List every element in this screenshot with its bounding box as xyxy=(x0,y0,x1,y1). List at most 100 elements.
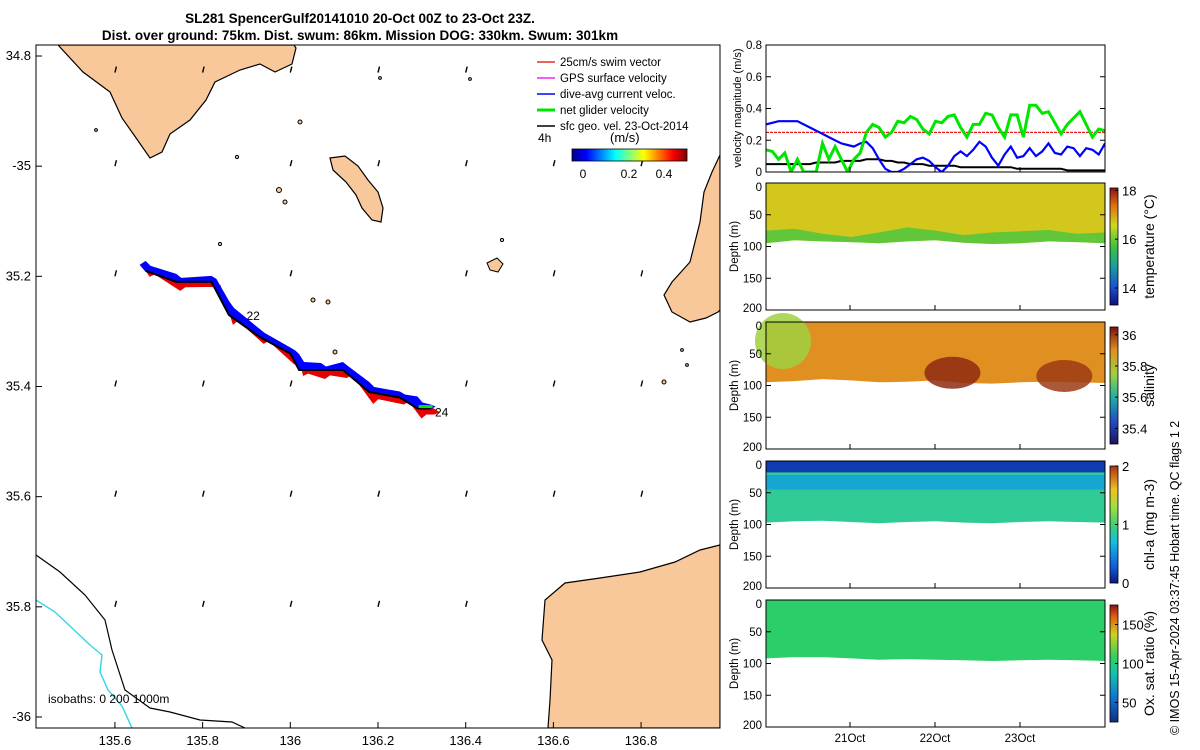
section-ylabel: Depth (m) xyxy=(729,499,741,550)
geo-vector-arrow xyxy=(201,380,205,387)
section-y-tick-label: 150 xyxy=(743,551,762,563)
chart-title-line1: SL281 SpencerGulf20141010 20-Oct 00Z to … xyxy=(185,11,535,26)
section-y-tick-label: 0 xyxy=(756,182,762,194)
colorbar-tick-label: 150 xyxy=(1122,618,1144,633)
island-land xyxy=(329,155,384,223)
map-colorbar-tick-1: 0.2 xyxy=(621,167,638,181)
section-y-tick-label: 100 xyxy=(743,242,762,254)
geo-vector-arrow xyxy=(289,380,293,387)
map-y-tick-label: 35.4 xyxy=(6,379,31,394)
map-y-tick-label: -35 xyxy=(12,158,31,173)
legend-swim-label: 25cm/s swim vector xyxy=(560,57,661,69)
chlorophyll-transition-layer xyxy=(766,474,1105,490)
glider-track-line xyxy=(145,269,431,410)
chlorophyll-surface-layer xyxy=(766,461,1105,473)
geo-vector-arrow xyxy=(114,600,118,607)
legend-interval-label: 4h xyxy=(538,131,551,145)
colorbar-tick-label: 2 xyxy=(1122,459,1129,474)
colorbar-tick-label: 36 xyxy=(1122,328,1136,343)
geo-vector-arrow xyxy=(201,66,205,73)
section-y-tick-label: 150 xyxy=(743,412,762,424)
geo-vector-arrow xyxy=(377,160,381,167)
colorbar-tick-label: 35.6 xyxy=(1122,390,1147,405)
temperature-section: 0 50 100 150 200 Depth (m) 14 16 18 temperature (… xyxy=(729,182,1157,315)
section-ylabel: Depth (m) xyxy=(729,638,741,689)
islet-land xyxy=(486,257,504,273)
section-ylabel: Depth (m) xyxy=(729,360,741,411)
section-y-tick-label: 100 xyxy=(743,520,762,532)
chlorophyll-section: 0 50 100 150 200 Depth (m) 0 1 2 chl-a (mg m-3) xyxy=(729,459,1157,593)
section-y-tick-label: 100 xyxy=(743,381,762,393)
chart-title-line2: Dist. over ground: 75km. Dist. swum: 86k… xyxy=(101,28,619,43)
date-tick-label: 22Oct xyxy=(920,733,951,745)
map-y-tick-label: -36 xyxy=(12,709,31,724)
map-y-tick-label: 35.2 xyxy=(6,268,31,283)
geo-vector-arrow xyxy=(114,380,118,387)
geo-vector-arrow xyxy=(640,270,644,277)
map-y-ticks: 34.8 -35 35.2 35.4 35.6 35.8 -36 xyxy=(6,48,42,724)
geo-vector-arrow xyxy=(552,160,556,167)
colorbar-tick-label: 100 xyxy=(1122,657,1144,672)
velocity-panel: 0 0.2 0.4 0.6 0.8 velocity magnitude (m/s) xyxy=(732,40,1106,179)
geo-vector-arrow xyxy=(114,66,118,73)
geo-vector-arrow xyxy=(640,490,644,497)
geo-vector-arrow xyxy=(552,380,556,387)
colorbar-tick-label: 14 xyxy=(1122,281,1136,296)
geo-vector-arrow xyxy=(640,380,644,387)
map-land xyxy=(36,45,720,728)
geo-vector-arrow xyxy=(289,600,293,607)
map-colorbar-label: (m/s) xyxy=(610,130,640,145)
geo-vector-arrow xyxy=(465,490,468,497)
fleurieu-land xyxy=(541,544,720,728)
section-y-tick-label: 200 xyxy=(743,442,762,454)
section-colorbar xyxy=(1109,187,1119,306)
temperature-lower-layer xyxy=(766,227,1105,244)
map-x-tick-label: 136.6 xyxy=(537,733,570,748)
velocity-series-line xyxy=(766,103,1105,172)
geo-vector-arrow xyxy=(114,160,118,167)
section-y-tick-label: 50 xyxy=(749,627,762,639)
section-y-tick-label: 0 xyxy=(756,599,762,611)
section-y-tick-label: 50 xyxy=(749,349,762,361)
colorbar-tick-label: 35.4 xyxy=(1122,421,1147,436)
geo-velocity-vectors xyxy=(114,66,644,607)
velocity-y-tick-label: 0.8 xyxy=(746,40,762,52)
isobath-legend-label: isobaths: 0 200 1000m xyxy=(48,692,169,706)
credit-text: © IMOS 15-Apr-2024 03:37:45 Hobart time.… xyxy=(1168,420,1182,735)
salinity-patch xyxy=(754,313,811,370)
section-y-tick-label: 0 xyxy=(756,460,762,472)
section-colorbar-label: chl-a (mg m-3) xyxy=(1141,479,1157,570)
salinity-patch xyxy=(924,356,981,389)
geo-vector-arrow xyxy=(289,270,293,277)
section-colorbar-label: salinity xyxy=(1141,364,1157,407)
section-y-tick-label: 0 xyxy=(756,321,762,333)
geo-vector-arrow xyxy=(465,270,468,277)
dive-avg-swath xyxy=(139,260,436,410)
velocity-y-tick-label: 0.6 xyxy=(746,72,762,84)
geo-vector-arrow xyxy=(114,490,118,497)
map-colorbar-tick-2: 0.4 xyxy=(656,167,673,181)
kangaroo-island-land xyxy=(663,154,720,323)
section-y-tick-label: 200 xyxy=(743,303,762,315)
map-x-tick-label: 136.8 xyxy=(625,733,658,748)
geo-vector-arrow xyxy=(201,600,205,607)
colorbar-tick-label: 35.8 xyxy=(1122,359,1147,374)
geo-vector-arrow xyxy=(201,490,205,497)
map-x-ticks: 135.6 135.8 136 136.2 136.4 136.6 136.8 xyxy=(99,722,658,748)
geo-vector-arrow xyxy=(465,380,468,387)
legend-gps-label: GPS surface velocity xyxy=(560,73,667,85)
colorbar-tick-label: 1 xyxy=(1122,518,1129,533)
geo-vector-arrow xyxy=(465,160,468,167)
legend-net-label: net glider velocity xyxy=(560,105,649,117)
section-y-tick-label: 150 xyxy=(743,273,762,285)
temperature-upper-layer xyxy=(766,183,1105,244)
day-label: 24 xyxy=(435,405,449,419)
yorke-peninsula-land xyxy=(57,45,297,159)
map-x-tick-label: 136.2 xyxy=(362,733,395,748)
swim-vector-swath xyxy=(145,268,440,419)
section-y-tick-label: 200 xyxy=(743,581,762,593)
geo-vector-arrow xyxy=(552,490,556,497)
section-y-tick-label: 100 xyxy=(743,659,762,671)
geo-vector-arrow xyxy=(289,160,293,167)
